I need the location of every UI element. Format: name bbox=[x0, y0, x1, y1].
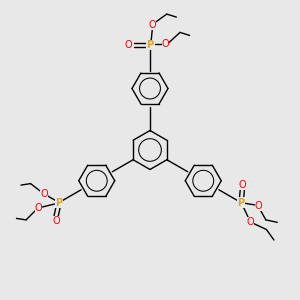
Text: P: P bbox=[146, 40, 154, 50]
Text: O: O bbox=[35, 203, 43, 213]
Text: O: O bbox=[254, 200, 262, 211]
Text: O: O bbox=[238, 179, 246, 190]
Text: P: P bbox=[56, 197, 63, 208]
Text: O: O bbox=[124, 40, 132, 50]
Text: O: O bbox=[52, 215, 60, 226]
Text: O: O bbox=[246, 217, 254, 227]
Text: O: O bbox=[40, 189, 48, 199]
Text: O: O bbox=[148, 20, 156, 30]
Text: P: P bbox=[237, 197, 244, 208]
Text: O: O bbox=[162, 39, 170, 50]
